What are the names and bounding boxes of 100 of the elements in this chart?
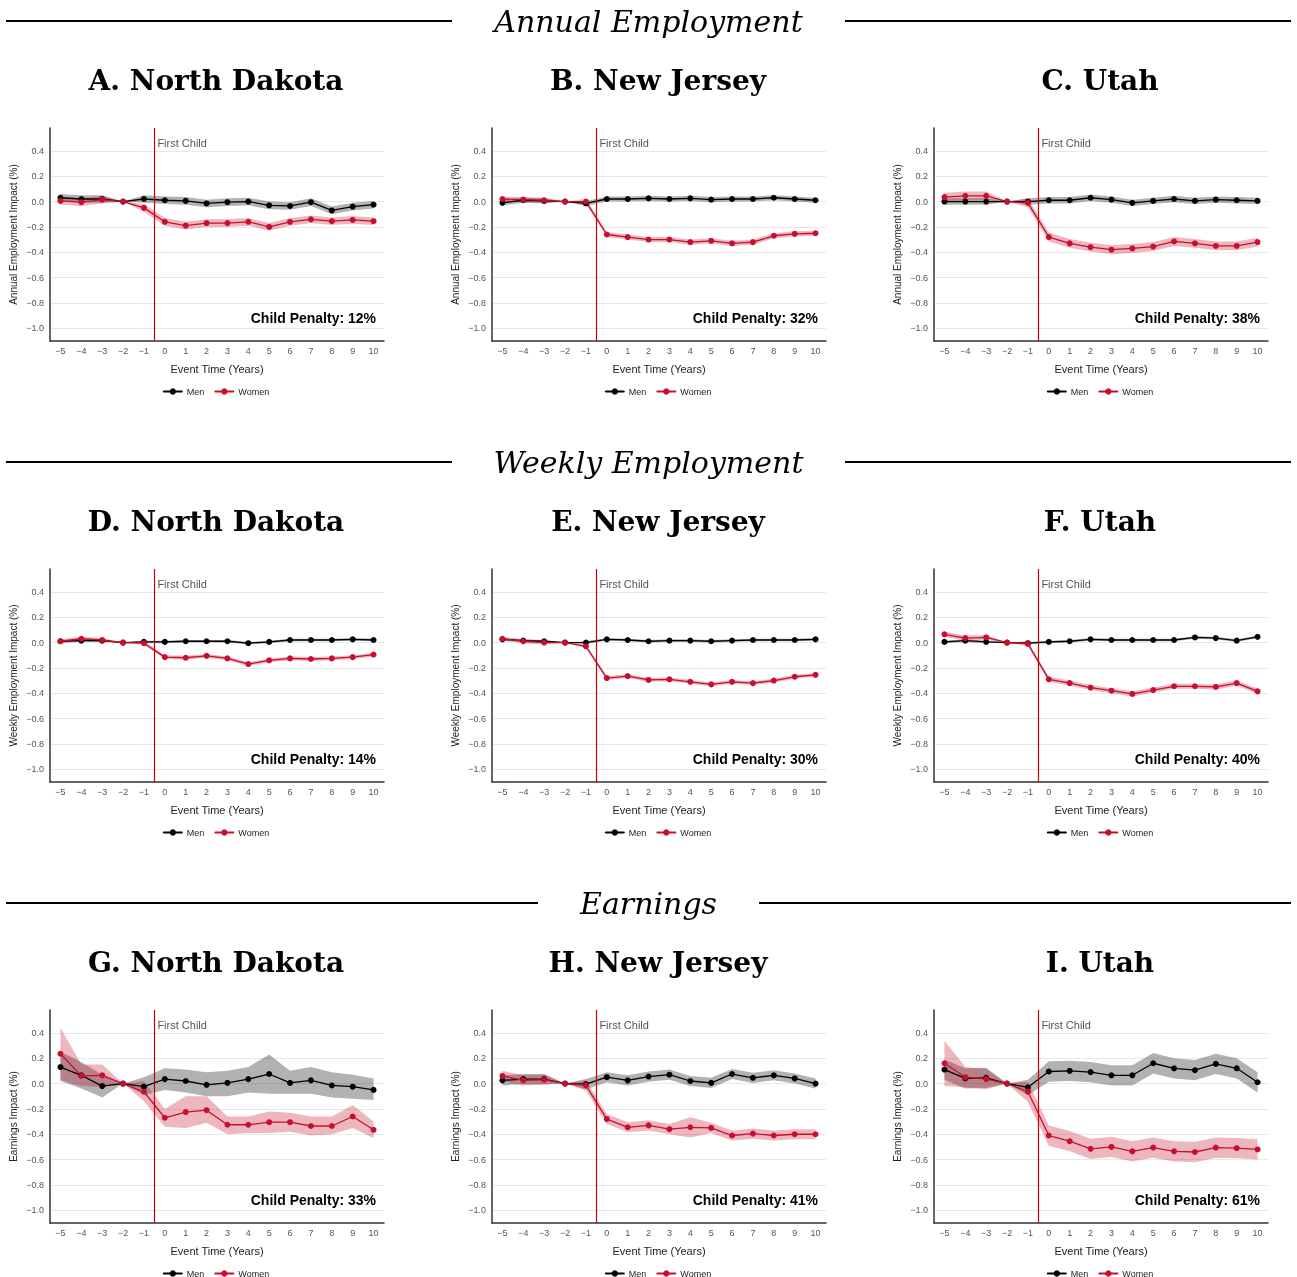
x-tick-label: −2: [559, 1227, 571, 1238]
y-tick-label: −0.4: [468, 247, 486, 258]
x-tick-label: 0: [1046, 786, 1052, 797]
annotation: Child Penalty: 61%: [1134, 1192, 1261, 1208]
y-tick-label: −0.4: [468, 688, 486, 699]
annotation: Child Penalty: 12%: [250, 310, 377, 326]
x-tick-label: 4: [687, 345, 693, 356]
annotation: Child Penalty: 14%: [250, 751, 377, 767]
x-tick-label: 8: [1213, 1227, 1219, 1238]
ref-line-label: First Child: [599, 1018, 649, 1031]
y-tick-label: 0.0: [473, 196, 486, 207]
x-tick-label: 10: [1252, 345, 1263, 356]
x-tick-label: 7: [750, 345, 756, 356]
x-tick-label: −2: [1001, 1227, 1013, 1238]
y-tick-label: −0.2: [468, 1103, 486, 1114]
x-tick-label: 5: [1150, 786, 1156, 797]
x-tick-label: 5: [708, 345, 714, 356]
x-tick-label: 1: [1067, 345, 1073, 356]
text: Annual Employment: [491, 3, 804, 39]
x-tick-label: 7: [308, 345, 314, 356]
x-tick-label: 2: [204, 786, 210, 797]
y-tick-label: −0.2: [468, 221, 486, 232]
x-tick-label: −3: [539, 345, 550, 356]
x-tick-label: −5: [55, 786, 66, 797]
y-axis-title: Earnings Impact (%): [7, 1071, 19, 1162]
x-tick-label: 4: [245, 786, 251, 797]
x-tick-label: −5: [497, 345, 508, 356]
y-tick-label: −1.0: [26, 323, 44, 334]
text: Earnings: [578, 885, 718, 921]
y-tick-label: 0.4: [31, 586, 44, 597]
x-tick-label: −1: [580, 786, 592, 797]
x-tick-label: −5: [55, 345, 66, 356]
y-tick-label: 0.4: [915, 1027, 928, 1038]
x-tick-label: 5: [708, 1227, 714, 1238]
y-tick-label: −0.2: [26, 1103, 44, 1114]
y-tick-label: −0.8: [468, 1179, 486, 1190]
x-tick-label: −4: [76, 786, 87, 797]
ref-line-label: First Child: [1041, 1018, 1091, 1031]
x-tick-label: 1: [1067, 1227, 1073, 1238]
chart-title: F. Utah: [1043, 504, 1157, 538]
x-tick-label: 1: [625, 786, 631, 797]
x-tick-label: 4: [245, 345, 251, 356]
x-tick-label: 6: [1171, 345, 1177, 356]
x-tick-label: 9: [792, 1227, 798, 1238]
x-tick-label: 7: [1192, 1227, 1198, 1238]
y-tick-label: −0.8: [26, 1179, 44, 1190]
y-tick-label: −0.6: [910, 272, 928, 283]
x-tick-label: 6: [729, 345, 735, 356]
legend-label: Women: [238, 827, 270, 838]
x-tick-label: −5: [939, 1227, 950, 1238]
x-tick-label: 5: [266, 786, 272, 797]
x-tick-label: −2: [117, 786, 129, 797]
x-tick-label: 0: [604, 1227, 610, 1238]
x-tick-label: −2: [1001, 786, 1013, 797]
x-tick-label: 9: [1234, 345, 1240, 356]
x-tick-label: −5: [939, 345, 950, 356]
ref-line-label: First Child: [157, 1018, 207, 1031]
y-tick-label: −0.6: [468, 272, 486, 283]
annotation: Child Penalty: 40%: [1134, 751, 1261, 767]
x-tick-label: 1: [1067, 786, 1073, 797]
y-tick-label: 0.2: [473, 171, 486, 182]
y-axis-title: Weekly Employment Impact (%): [7, 604, 19, 747]
x-tick-label: 3: [666, 1227, 672, 1238]
y-tick-label: −1.0: [468, 764, 486, 775]
x-tick-label: 2: [1088, 786, 1094, 797]
x-tick-label: −1: [138, 1227, 150, 1238]
x-tick-label: 8: [771, 786, 777, 797]
chart-title: C. Utah: [1041, 63, 1159, 97]
y-tick-label: 0.4: [915, 586, 928, 597]
ref-line-label: First Child: [599, 577, 649, 590]
x-tick-label: 4: [1129, 786, 1135, 797]
x-tick-label: 5: [1150, 345, 1156, 356]
y-tick-label: 0.4: [915, 145, 928, 156]
y-tick-label: −0.6: [26, 713, 44, 724]
legend-label: Men: [186, 386, 205, 397]
y-tick-label: −0.2: [910, 221, 928, 232]
x-tick-label: 3: [224, 786, 230, 797]
x-tick-label: −5: [55, 1227, 66, 1238]
legend-label: Men: [1070, 827, 1089, 838]
y-tick-label: −0.6: [468, 713, 486, 724]
y-tick-label: −0.8: [910, 297, 928, 308]
y-tick-label: −0.2: [26, 662, 44, 673]
chart-title: G. North Dakota: [87, 945, 345, 979]
y-tick-label: −1.0: [910, 323, 928, 334]
x-tick-label: 3: [224, 1227, 230, 1238]
annotation: Child Penalty: 30%: [692, 751, 819, 767]
x-tick-label: 1: [625, 345, 631, 356]
x-tick-label: 9: [1234, 786, 1240, 797]
legend-label: Men: [186, 1268, 205, 1277]
y-tick-label: 0.0: [915, 196, 928, 207]
legend-label: Women: [1122, 827, 1154, 838]
legend-label: Women: [680, 1268, 712, 1277]
x-tick-label: 10: [810, 786, 821, 797]
x-tick-label: 7: [1192, 345, 1198, 356]
annotation: Child Penalty: 38%: [1134, 310, 1261, 326]
x-axis-title: Event Time (Years): [612, 803, 706, 816]
x-tick-label: 8: [1213, 345, 1219, 356]
x-tick-label: 2: [1088, 1227, 1094, 1238]
y-tick-label: 0.0: [473, 1078, 486, 1089]
x-tick-label: 2: [204, 1227, 210, 1238]
